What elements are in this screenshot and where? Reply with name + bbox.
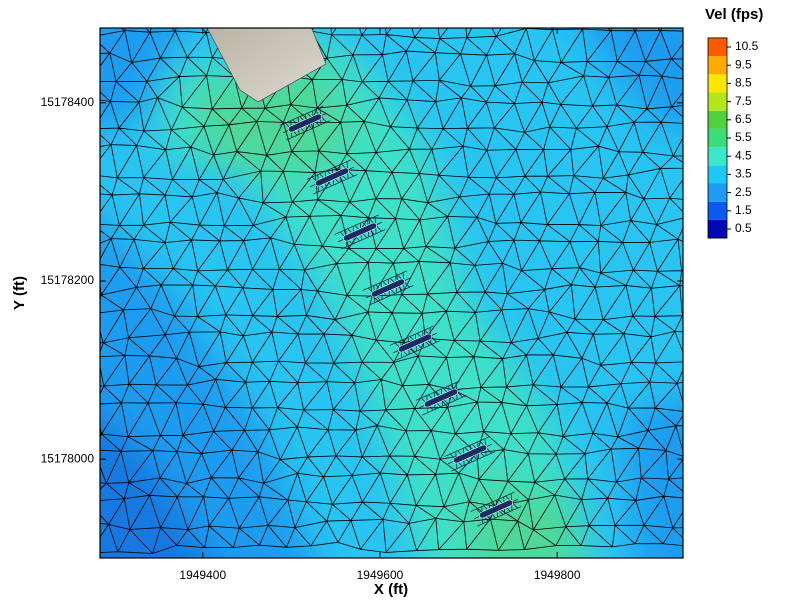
pier bbox=[470, 491, 522, 527]
pier bbox=[389, 325, 441, 361]
colorbar-label: 7.5 bbox=[735, 94, 752, 108]
pier bbox=[444, 436, 496, 472]
x-tick-label: 1949600 bbox=[357, 568, 404, 582]
y-tick-label: 15178000 bbox=[41, 451, 95, 465]
colorbar-band bbox=[708, 219, 727, 239]
pier-body bbox=[314, 167, 350, 187]
plot-frame bbox=[99, 27, 684, 559]
pier-body bbox=[397, 333, 433, 353]
pier bbox=[334, 214, 386, 250]
contour-field bbox=[100, 28, 683, 558]
mesh-lines bbox=[100, 28, 683, 554]
colorbar-band bbox=[708, 147, 727, 166]
pier-body bbox=[287, 113, 323, 133]
pier-body bbox=[423, 388, 459, 408]
colorbar-band bbox=[708, 110, 727, 129]
colorbar-label: 2.5 bbox=[735, 185, 752, 199]
colorbar-label: 6.5 bbox=[735, 112, 752, 126]
colorbar-label: 3.5 bbox=[735, 167, 752, 181]
mesh bbox=[100, 28, 683, 554]
x-tick-label: 1949400 bbox=[179, 568, 226, 582]
colorbar-band bbox=[708, 74, 727, 93]
colorbar-band bbox=[708, 183, 727, 202]
pier bbox=[362, 270, 414, 306]
colorbar-label: 9.5 bbox=[735, 57, 752, 71]
piers bbox=[279, 105, 522, 527]
colorbar-label: 1.5 bbox=[735, 203, 752, 217]
x-tick-label: 1949800 bbox=[534, 568, 581, 582]
pier-body bbox=[452, 444, 488, 464]
pier bbox=[306, 159, 358, 195]
colorbar-band bbox=[708, 56, 727, 75]
colorbar-label: 10.5 bbox=[735, 39, 759, 53]
colorbar-frame bbox=[707, 37, 728, 239]
pier bbox=[279, 105, 331, 141]
x-axis-title: X (ft) bbox=[374, 581, 408, 598]
pier bbox=[415, 380, 467, 416]
y-axis-title: Y (ft) bbox=[11, 276, 28, 310]
colorbar-band bbox=[708, 92, 727, 111]
pier-body bbox=[478, 499, 514, 519]
pier-body bbox=[342, 222, 378, 242]
colorbar-label: 8.5 bbox=[735, 76, 752, 90]
colorbar-band bbox=[708, 165, 727, 184]
structure bbox=[206, 28, 327, 103]
colorbar-band bbox=[708, 37, 727, 57]
colorbar-label: 5.5 bbox=[735, 130, 752, 144]
y-tick-label: 15178200 bbox=[41, 273, 95, 287]
pier-body bbox=[370, 278, 406, 298]
colorbar-label: 0.5 bbox=[735, 221, 752, 235]
colorbar-band bbox=[708, 128, 727, 148]
y-tick-label: 15178400 bbox=[41, 95, 95, 109]
colorbar-band bbox=[708, 201, 727, 220]
colorbar-label: 4.5 bbox=[735, 148, 752, 162]
colorbar-title: Vel (fps) bbox=[705, 6, 763, 23]
